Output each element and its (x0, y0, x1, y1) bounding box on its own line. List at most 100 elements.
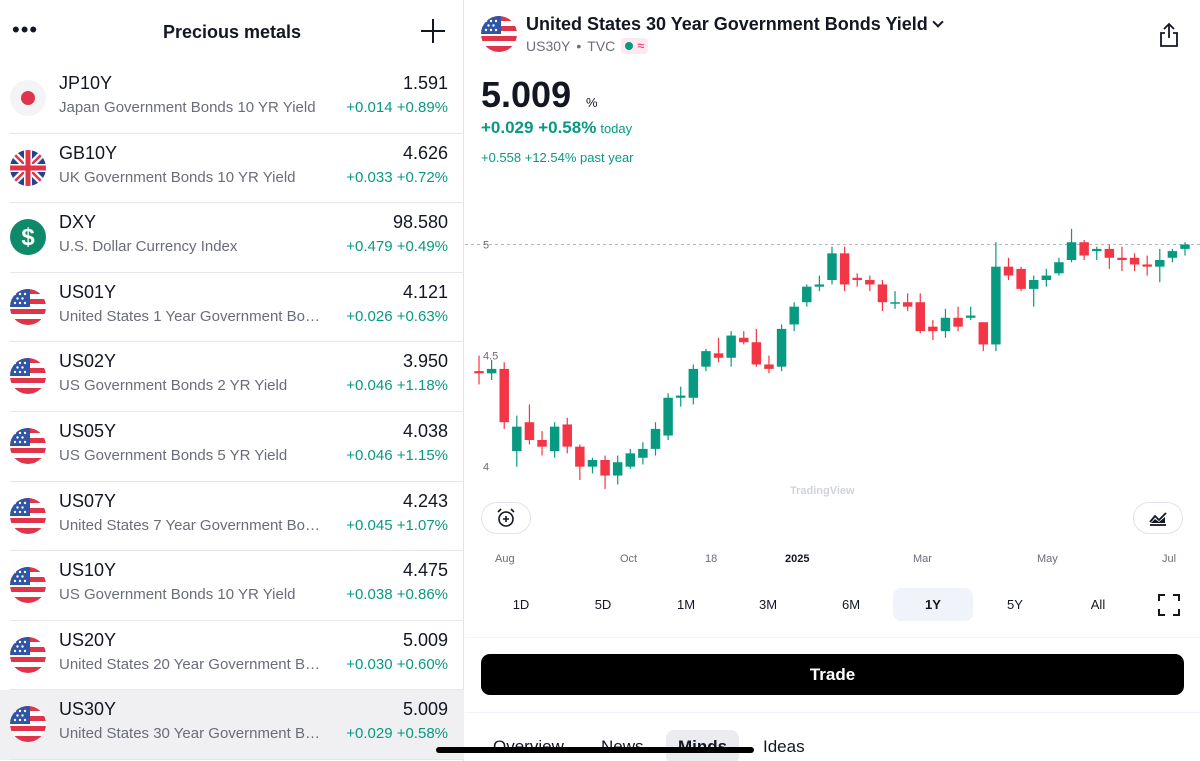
candle-body (1155, 260, 1165, 267)
row-price: 98.580 (392, 212, 448, 233)
row-change: +0.026 +0.63% (346, 308, 448, 325)
market-status-badge[interactable]: ≈ (621, 38, 649, 54)
fullscreen-icon[interactable] (1157, 593, 1181, 617)
add-alert-button[interactable] (481, 502, 531, 534)
candle-body (953, 317, 963, 327)
watchlist-row-us02y[interactable]: US02Y US Government Bonds 2 YR Yield 3.950… (0, 342, 464, 412)
row-price: 4.626 (402, 142, 448, 163)
chart-type-button[interactable] (1133, 502, 1183, 534)
range-1y[interactable]: 1Y (893, 588, 973, 621)
price-chart[interactable]: 54.54 (465, 200, 1200, 500)
candle (512, 415, 522, 467)
candle (675, 386, 686, 407)
candle-body (1054, 262, 1064, 274)
candle (1003, 257, 1014, 280)
candle-body (612, 462, 623, 476)
symbol-title[interactable]: United States 30 Year Government Bonds Y… (526, 14, 944, 35)
watchlist-title[interactable]: Precious metals (162, 22, 302, 42)
plus-icon[interactable] (418, 16, 448, 46)
row-change-abs: +0.033 (346, 168, 393, 186)
time-axis-label: Mar (913, 553, 932, 565)
watchlist-header: ••• Precious metals (0, 0, 464, 64)
row-symbol: US05Y (59, 420, 117, 441)
trade-button[interactable]: Trade (481, 654, 1184, 695)
candle-body (474, 371, 484, 374)
symbol-subtitle: US30Y • TVC ≈ (526, 38, 649, 54)
watchlist-row-us30y[interactable]: US30Y United States 30 Year Government Bo… (0, 690, 464, 760)
us-flag-icon (10, 636, 46, 673)
watchlist-row-us07y[interactable]: US07Y United States 7 Year Government Bon… (0, 482, 464, 552)
row-description: U.S. Dollar Currency Index (59, 238, 238, 256)
last-price: 5.009 (481, 74, 572, 115)
watchlist-row-us01y[interactable]: US01Y United States 1 Year Government Bon… (0, 273, 464, 343)
candle-body (751, 342, 762, 365)
candle (890, 291, 900, 309)
range-6m[interactable]: 6M (841, 597, 861, 612)
range-1m[interactable]: 1M (676, 597, 696, 612)
row-price: 1.591 (402, 73, 448, 93)
candle-body (1129, 257, 1140, 265)
candle-body (663, 397, 673, 436)
row-description: US Government Bonds 10 YR Yield (59, 586, 296, 604)
watchlist-row-us20y[interactable]: US20Y United States 20 Year Government Bo… (0, 621, 464, 691)
separator-dot: • (576, 38, 582, 54)
candle (1079, 240, 1089, 260)
candle (1117, 246, 1127, 272)
row-symbol: US07Y (59, 490, 117, 511)
candle (612, 455, 623, 485)
candle-body (1104, 248, 1115, 258)
candle (486, 360, 497, 380)
candle-body (915, 302, 925, 332)
share-icon[interactable] (1157, 22, 1181, 48)
row-change-pct: +0.86% (396, 586, 448, 604)
range-3m[interactable]: 3M (758, 597, 778, 612)
row-change-pct: +1.07% (396, 516, 448, 534)
chevron-down-icon[interactable] (932, 16, 944, 28)
range-5d[interactable]: 5D (594, 597, 612, 612)
candle (839, 246, 850, 292)
time-axis-label: 2025 (785, 553, 810, 565)
delayed-data-icon: ≈ (637, 38, 645, 53)
candle (991, 242, 1001, 352)
candle-body (512, 426, 522, 452)
tab-ideas[interactable]: Ideas (763, 737, 805, 756)
row-price: 4.243 (402, 490, 448, 511)
row-change-abs: +0.029 (346, 725, 393, 743)
row-change: +0.045 +1.07% (346, 517, 448, 534)
candle (524, 404, 535, 445)
row-change-pct: +1.15% (396, 446, 448, 464)
tab-minds[interactable]: Minds (666, 730, 740, 761)
row-price: 4.038 (402, 420, 448, 441)
candle-body (726, 335, 736, 358)
time-axis: Aug Oct 18 2025 Mar May Jul (465, 553, 1200, 571)
candle (701, 348, 711, 372)
row-symbol: DXY (59, 212, 97, 233)
more-dots-icon[interactable]: ••• (12, 17, 39, 42)
home-indicator (436, 747, 754, 753)
watchlist-row-us10y[interactable]: US10Y US Government Bonds 10 YR Yield 4.47… (0, 551, 464, 621)
range-5y[interactable]: 5Y (1007, 597, 1023, 612)
time-axis-label: 18 (705, 553, 718, 565)
watchlist-row-us05y[interactable]: US05Y US Government Bonds 5 YR Yield 4.038… (0, 412, 464, 482)
today-change-value: +0.029 +0.58% (481, 118, 597, 137)
candle-body (839, 253, 850, 285)
watchlist-row-dxy[interactable]: $ DXY U.S. Dollar Currency Index 98.580 +0.4… (0, 203, 464, 273)
row-description: US Government Bonds 5 YR Yield (59, 446, 288, 464)
watchlist-panel: ••• Precious metals JP10Y Japan Governmen… (0, 0, 464, 761)
symbol-code: US30Y (526, 38, 571, 54)
candle-body (1028, 280, 1039, 289)
watchlist-row-gb10y[interactable]: GB10Y UK Government Bonds 10 YR Yield 4.62… (0, 134, 464, 204)
candle-body (1092, 248, 1102, 252)
row-change: +0.046 +1.18% (346, 377, 448, 394)
tab-overview[interactable]: Overview (481, 730, 576, 761)
range-all[interactable]: All (1090, 597, 1106, 612)
candle-body (1079, 242, 1089, 256)
time-axis-label: May (1037, 553, 1058, 565)
range-1d[interactable]: 1D (512, 597, 530, 612)
watchlist-row-jp10y[interactable]: JP10Y Japan Government Bonds 10 YR Yield 1… (0, 64, 464, 134)
candle (915, 293, 925, 334)
usd-flag-icon: $ (10, 219, 46, 256)
tab-news[interactable]: News (589, 730, 656, 761)
row-symbol: US20Y (59, 629, 117, 650)
